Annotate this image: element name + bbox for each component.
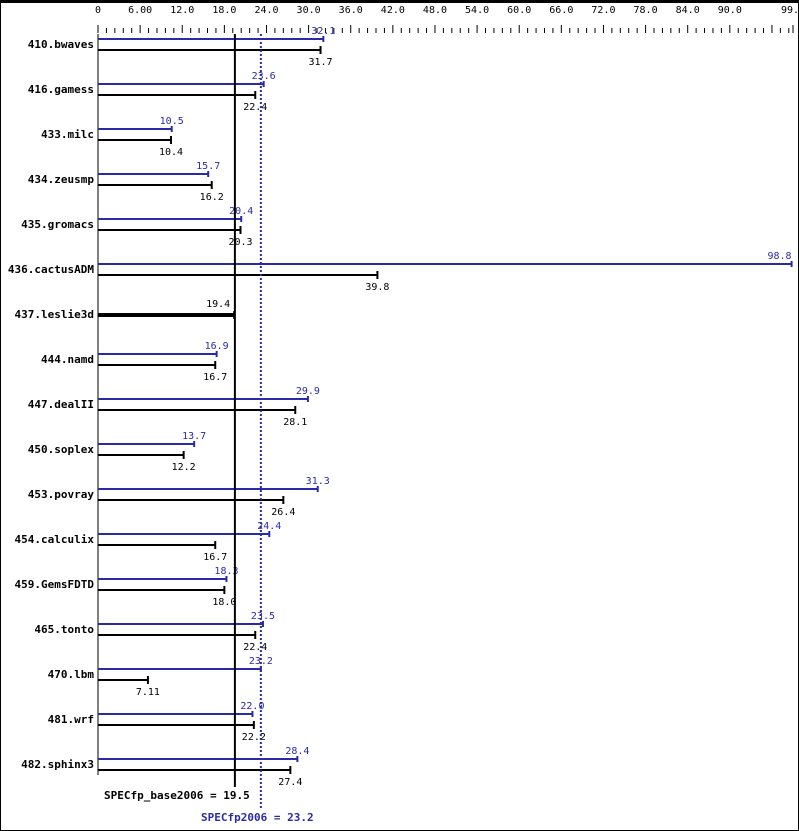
base-value-label: 22.2	[242, 732, 266, 743]
peak-value-label: 24.4	[257, 521, 281, 532]
base-value-label: 7.11	[136, 687, 160, 698]
peak-ref-label: SPECfp2006 = 23.2	[201, 811, 314, 824]
category-label: 437.leslie3d	[15, 308, 94, 321]
tick-label: 12.0	[170, 5, 194, 16]
base-value-label: 10.4	[159, 147, 183, 158]
peak-value-label: 31.3	[306, 476, 330, 487]
tick-label: 6.00	[128, 5, 152, 16]
base-value-label: 27.4	[278, 777, 302, 788]
peak-value-label: 13.7	[182, 431, 206, 442]
category-label: 433.milc	[41, 128, 94, 141]
category-label: 482.sphinx3	[21, 758, 94, 771]
category-label: 436.cactusADM	[8, 263, 94, 276]
category-label: 470.lbm	[48, 668, 95, 681]
category-label: 444.namd	[41, 353, 94, 366]
base-value-label: 16.7	[203, 372, 227, 383]
peak-value-label: 15.7	[196, 161, 220, 172]
category-label: 450.soplex	[28, 443, 95, 456]
tick-label: 48.0	[423, 5, 447, 16]
base-value-label: 16.7	[203, 552, 227, 563]
peak-value-label: 23.5	[251, 611, 275, 622]
category-label: 410.bwaves	[28, 38, 94, 51]
tick-label: 66.0	[549, 5, 573, 16]
tick-label: 24.0	[254, 5, 278, 16]
category-label: 434.zeusmp	[28, 173, 95, 186]
tick-label: 72.0	[591, 5, 615, 16]
tick-label: 18.0	[212, 5, 236, 16]
base-ref-label: SPECfp_base2006 = 19.5	[104, 789, 250, 802]
peak-value-label: 32.1	[311, 26, 335, 37]
base-value-label: 22.4	[243, 102, 267, 113]
peak-value-label: 23.6	[252, 71, 276, 82]
base-value-label: 39.8	[365, 282, 389, 293]
base-value-label: 31.7	[308, 57, 332, 68]
tick-label: 99.0	[781, 5, 798, 16]
base-value-label: 12.2	[172, 462, 196, 473]
base-value-label: 19.4	[206, 299, 230, 310]
peak-value-label: 28.4	[285, 746, 309, 757]
category-label: 453.povray	[28, 488, 95, 501]
base-value-label: 28.1	[283, 417, 307, 428]
tick-label: 30.0	[297, 5, 321, 16]
base-value-label: 20.3	[228, 237, 252, 248]
tick-label: 78.0	[634, 5, 658, 16]
category-label: 416.gamess	[28, 83, 94, 96]
tick-label: 0	[95, 5, 101, 16]
tick-label: 42.0	[381, 5, 405, 16]
category-label: 454.calculix	[15, 533, 95, 546]
peak-value-label: 10.5	[160, 116, 184, 127]
peak-value-label: 20.4	[229, 206, 253, 217]
base-value-label: 16.2	[200, 192, 224, 203]
tick-label: 84.0	[676, 5, 700, 16]
base-value-label: 18.0	[212, 597, 236, 608]
base-value-label: 22.4	[243, 642, 267, 653]
category-label: 459.GemsFDTD	[15, 578, 95, 591]
tick-label: 60.0	[507, 5, 531, 16]
category-label: 447.dealII	[28, 398, 94, 411]
peak-value-label: 98.8	[768, 251, 792, 262]
tick-label: 54.0	[465, 5, 489, 16]
category-label: 481.wrf	[48, 713, 94, 726]
tick-label: 36.0	[339, 5, 363, 16]
base-value-label: 26.4	[271, 507, 295, 518]
peak-value-label: 23.2	[249, 656, 273, 667]
category-label: 465.tonto	[34, 623, 94, 636]
category-label: 435.gromacs	[21, 218, 94, 231]
peak-value-label: 18.3	[214, 566, 238, 577]
peak-value-label: 16.9	[205, 341, 229, 352]
peak-value-label: 29.9	[296, 386, 320, 397]
tick-label: 90.0	[718, 5, 742, 16]
peak-value-label: 22.0	[240, 701, 264, 712]
